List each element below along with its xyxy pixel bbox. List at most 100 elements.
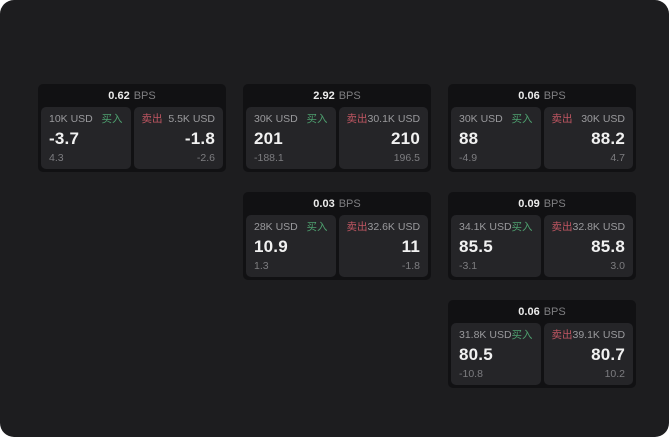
buy-panel[interactable]: 30K USD 买入 201 -188.1 xyxy=(246,107,336,169)
sell-price: -1.8 xyxy=(184,129,215,148)
sell-panel[interactable]: 卖出 32.6K USD 11 -1.8 xyxy=(338,215,428,277)
sell-panel-top: 卖出 5.5K USD xyxy=(142,113,216,125)
card-header: 0.06 BPS xyxy=(448,300,636,323)
card-body: 30K USD 买入 88 -4.9 卖出 30K USD 88.2 4.7 xyxy=(448,107,636,169)
bps-unit: BPS xyxy=(133,89,156,102)
sell-amount: 32.6K USD xyxy=(367,221,421,233)
buy-change: -4.9 xyxy=(459,152,478,164)
sell-panel[interactable]: 卖出 5.5K USD -1.8 -2.6 xyxy=(133,107,223,169)
sell-label: 卖出 xyxy=(551,329,573,341)
card-body: 10K USD 买入 -3.7 4.3 卖出 5.5K USD -1.8 -2.… xyxy=(38,107,226,169)
sell-amount: 5.5K USD xyxy=(168,113,215,125)
buy-amount: 30K USD xyxy=(254,113,298,125)
buy-price: 88 xyxy=(459,129,479,148)
bps-value: 2.92 xyxy=(313,89,335,102)
buy-change: -188.1 xyxy=(254,152,284,164)
sell-price: 11 xyxy=(401,237,420,256)
card-body: 31.8K USD 买入 80.5 -10.8 卖出 39.1K USD 80.… xyxy=(448,323,636,385)
sell-label: 卖出 xyxy=(551,113,573,125)
buy-amount: 30K USD xyxy=(459,113,503,125)
buy-label: 买入 xyxy=(511,113,533,125)
buy-label: 买入 xyxy=(511,221,533,233)
buy-panel[interactable]: 10K USD 买入 -3.7 4.3 xyxy=(41,107,131,169)
buy-panel-top: 31.8K USD 买入 xyxy=(459,329,533,341)
quote-card-1: 0.62 BPS 10K USD 买入 -3.7 4.3 卖出 5.5K USD… xyxy=(38,84,226,172)
sell-price: 88.2 xyxy=(591,129,625,148)
bps-unit: BPS xyxy=(338,197,361,210)
sell-panel[interactable]: 卖出 39.1K USD 80.7 10.2 xyxy=(543,323,633,385)
sell-change: 196.5 xyxy=(393,152,420,164)
card-header: 0.62 BPS xyxy=(38,84,226,107)
buy-change: 4.3 xyxy=(49,152,64,164)
sell-label: 卖出 xyxy=(346,221,368,233)
sell-panel-top: 卖出 30.1K USD xyxy=(347,113,421,125)
sell-change: 4.7 xyxy=(610,152,625,164)
buy-price: 10.9 xyxy=(254,237,288,256)
card-header: 0.09 BPS xyxy=(448,192,636,215)
sell-change: 10.2 xyxy=(604,368,625,380)
sell-change: -2.6 xyxy=(196,152,215,164)
sell-amount: 30K USD xyxy=(581,113,625,125)
quote-card-3: 0.06 BPS 30K USD 买入 88 -4.9 卖出 30K USD 8… xyxy=(448,84,636,172)
buy-panel[interactable]: 31.8K USD 买入 80.5 -10.8 xyxy=(451,323,541,385)
quote-card-4: 0.03 BPS 28K USD 买入 10.9 1.3 卖出 32.6K US… xyxy=(243,192,431,280)
buy-panel[interactable]: 28K USD 买入 10.9 1.3 xyxy=(246,215,336,277)
card-header: 0.03 BPS xyxy=(243,192,431,215)
bps-value: 0.06 xyxy=(518,89,540,102)
sell-label: 卖出 xyxy=(141,113,163,125)
buy-label: 买入 xyxy=(306,113,328,125)
sell-price: 210 xyxy=(391,129,420,148)
buy-panel-top: 28K USD 买入 xyxy=(254,221,328,233)
sell-panel-top: 卖出 30K USD xyxy=(552,113,626,125)
sell-amount: 39.1K USD xyxy=(572,329,626,341)
sell-panel[interactable]: 卖出 30K USD 88.2 4.7 xyxy=(543,107,633,169)
sell-label: 卖出 xyxy=(551,221,573,233)
buy-amount: 34.1K USD xyxy=(459,221,512,233)
buy-panel-top: 30K USD 买入 xyxy=(459,113,533,125)
buy-price: 80.5 xyxy=(459,345,493,364)
buy-label: 买入 xyxy=(101,113,123,125)
card-header: 0.06 BPS xyxy=(448,84,636,107)
buy-label: 买入 xyxy=(511,329,533,341)
buy-panel-top: 10K USD 买入 xyxy=(49,113,123,125)
bps-value: 0.06 xyxy=(518,305,540,318)
bps-unit: BPS xyxy=(543,305,566,318)
sell-panel-top: 卖出 32.8K USD xyxy=(552,221,626,233)
quote-card-6: 0.06 BPS 31.8K USD 买入 80.5 -10.8 卖出 39.1… xyxy=(448,300,636,388)
bps-value: 0.03 xyxy=(313,197,335,210)
card-body: 28K USD 买入 10.9 1.3 卖出 32.6K USD 11 -1.8 xyxy=(243,215,431,277)
quote-card-2: 2.92 BPS 30K USD 买入 201 -188.1 卖出 30.1K … xyxy=(243,84,431,172)
bps-value: 0.62 xyxy=(108,89,130,102)
sell-panel[interactable]: 卖出 32.8K USD 85.8 3.0 xyxy=(543,215,633,277)
quote-card-5: 0.09 BPS 34.1K USD 买入 85.5 -3.1 卖出 32.8K… xyxy=(448,192,636,280)
buy-label: 买入 xyxy=(306,221,328,233)
card-header: 2.92 BPS xyxy=(243,84,431,107)
sell-amount: 30.1K USD xyxy=(367,113,421,125)
buy-change: -3.1 xyxy=(459,260,478,272)
buy-price: 85.5 xyxy=(459,237,493,256)
buy-panel[interactable]: 30K USD 买入 88 -4.9 xyxy=(451,107,541,169)
card-body: 34.1K USD 买入 85.5 -3.1 卖出 32.8K USD 85.8… xyxy=(448,215,636,277)
buy-amount: 28K USD xyxy=(254,221,298,233)
bps-unit: BPS xyxy=(543,89,566,102)
buy-panel[interactable]: 34.1K USD 买入 85.5 -3.1 xyxy=(451,215,541,277)
sell-panel-top: 卖出 32.6K USD xyxy=(347,221,421,233)
bps-value: 0.09 xyxy=(518,197,540,210)
buy-panel-top: 30K USD 买入 xyxy=(254,113,328,125)
sell-change: 3.0 xyxy=(610,260,625,272)
sell-price: 85.8 xyxy=(591,237,625,256)
buy-amount: 31.8K USD xyxy=(459,329,512,341)
sell-label: 卖出 xyxy=(346,113,368,125)
buy-change: 1.3 xyxy=(254,260,269,272)
buy-price: -3.7 xyxy=(49,129,80,148)
sell-panel[interactable]: 卖出 30.1K USD 210 196.5 xyxy=(338,107,428,169)
sell-change: -1.8 xyxy=(401,260,420,272)
buy-price: 201 xyxy=(254,129,283,148)
card-body: 30K USD 买入 201 -188.1 卖出 30.1K USD 210 1… xyxy=(243,107,431,169)
sell-amount: 32.8K USD xyxy=(572,221,626,233)
sell-panel-top: 卖出 39.1K USD xyxy=(552,329,626,341)
bps-unit: BPS xyxy=(338,89,361,102)
buy-change: -10.8 xyxy=(459,368,483,380)
buy-panel-top: 34.1K USD 买入 xyxy=(459,221,533,233)
